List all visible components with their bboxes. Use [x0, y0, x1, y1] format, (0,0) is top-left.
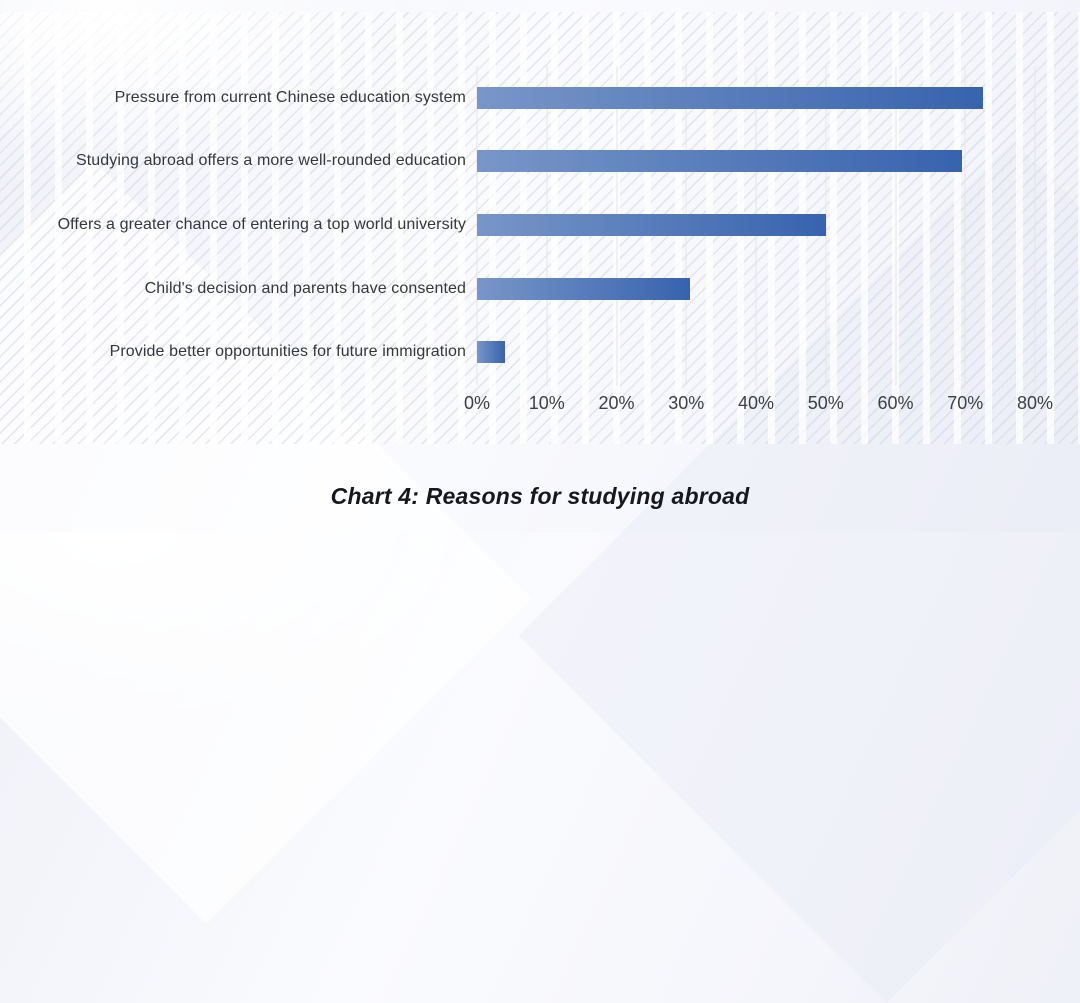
bar-track [477, 277, 1035, 300]
bar [477, 86, 983, 109]
bar-track [477, 150, 1035, 173]
category-label: Pressure from current Chinese education … [0, 89, 477, 107]
x-axis: 0% 10% 20% 30% 40% 50% 60% 70% 80% [464, 393, 1053, 417]
category-row: Offers a greater chance of entering a to… [0, 193, 1080, 257]
bar-track [477, 341, 1035, 364]
category-row: Pressure from current Chinese education … [0, 66, 1080, 130]
bar [477, 341, 505, 364]
bar-track [477, 86, 1035, 109]
bar [477, 150, 962, 173]
category-row: Provide better opportunities for future … [0, 320, 1080, 384]
axis-tick-label: 60% [877, 393, 914, 413]
axis-tick-label: 50% [807, 393, 844, 413]
category-label-text: Provide better opportunities for future … [109, 343, 466, 361]
category-row: Child's decision and parents have consen… [0, 257, 1080, 321]
category-label: Child's decision and parents have consen… [0, 280, 477, 298]
category-label-text: Offers a greater chance of entering a to… [57, 215, 466, 233]
category-label: Studying abroad offers a more well-round… [0, 152, 477, 170]
axis-tick-label: 70% [947, 393, 984, 413]
category-row: Studying abroad offers a more well-round… [0, 130, 1080, 194]
category-label-text: Child's decision and parents have consen… [144, 279, 466, 297]
category-label-text: Studying abroad offers a more well-round… [75, 152, 466, 170]
axis-tick-label: 0% [463, 393, 491, 413]
chart-caption: Chart 4: Reasons for studying abroad [330, 483, 750, 509]
category-label-text: Pressure from current Chinese education … [114, 88, 466, 106]
axis-tick-label: 20% [598, 393, 635, 413]
axis-tick-label: 30% [668, 393, 705, 413]
category-label: Provide better opportunities for future … [0, 343, 477, 361]
axis-tick-label: 10% [528, 393, 565, 413]
category-label: Offers a greater chance of entering a to… [0, 216, 477, 234]
page-background: Pressure from current Chinese education … [0, 12, 1080, 1003]
axis-tick-label: 40% [737, 393, 775, 413]
chart-panel: Pressure from current Chinese education … [0, 12, 1080, 444]
bar [477, 213, 826, 236]
chart-rows: Pressure from current Chinese education … [0, 66, 1080, 384]
axis-tick-label: 80% [1016, 393, 1054, 413]
bar [477, 277, 690, 300]
bar-track [477, 213, 1035, 236]
